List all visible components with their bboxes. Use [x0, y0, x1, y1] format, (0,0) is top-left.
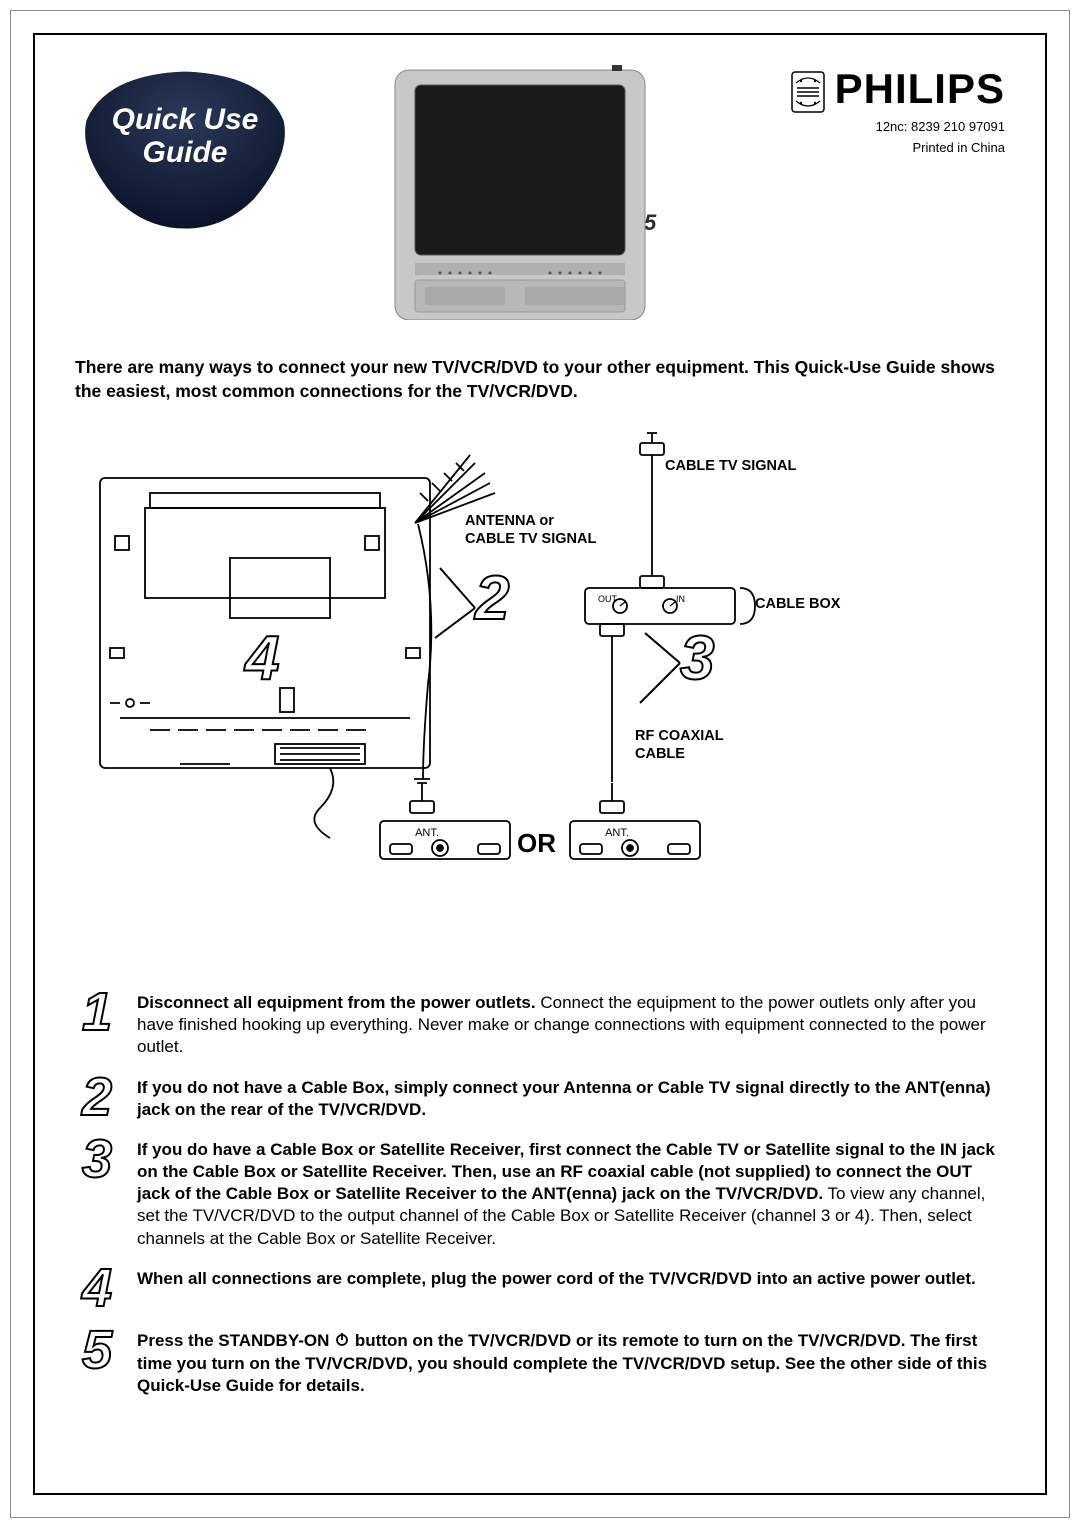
power-icon	[334, 1331, 350, 1353]
step-text-4: When all connections are complete, plug …	[137, 1264, 1005, 1313]
intro-text: There are many ways to connect your new …	[75, 356, 1005, 403]
step-num-2: 2	[75, 1073, 119, 1122]
badge-line2: Guide	[75, 136, 295, 169]
brand-wordmark: PHILIPS	[835, 65, 1005, 113]
brand-col: PHILIPS 12nc: 8239 210 97091 Printed in …	[735, 65, 1005, 225]
tv-set-icon	[390, 65, 650, 320]
badge-line1: Quick Use	[75, 103, 295, 136]
diagram-num-4: 4	[245, 623, 279, 694]
step-5: 5 Press the STANDBY-ON button on the TV/…	[75, 1326, 1005, 1397]
tv-image-col	[325, 65, 715, 320]
step-num-5: 5	[75, 1326, 119, 1397]
ant-label-left: ANT.	[415, 827, 439, 839]
printed-in: Printed in China	[735, 140, 1005, 155]
label-cable-tv-signal: CABLE TV SIGNAL	[665, 458, 796, 475]
out-label: OUT	[598, 594, 618, 604]
step-text-5: Press the STANDBY-ON button on the TV/VC…	[137, 1326, 1005, 1397]
step-text-3: If you do have a Cable Box or Satellite …	[137, 1135, 1005, 1249]
diagram-num-2: 2	[475, 563, 509, 634]
philips-shield-icon	[791, 71, 825, 113]
ant-label-right: ANT.	[605, 827, 629, 839]
part-number: 12nc: 8239 210 97091	[735, 119, 1005, 134]
step-num-3: 3	[75, 1135, 119, 1249]
quick-use-badge: Quick Use Guide	[75, 65, 305, 235]
or-separator: OR	[517, 828, 556, 859]
step-1: 1 Disconnect all equipment from the powe…	[75, 988, 1005, 1058]
step-num-4: 4	[75, 1264, 119, 1313]
header: Quick Use Guide	[75, 65, 1005, 320]
label-antenna: ANTENNA or CABLE TV SIGNAL	[465, 513, 596, 548]
diagram-num-3: 3	[680, 623, 714, 694]
step-num-1: 1	[75, 988, 119, 1058]
step-3: 3 If you do have a Cable Box or Satellit…	[75, 1135, 1005, 1249]
label-cable-box: CABLE BOX	[755, 596, 840, 613]
connection-diagram: OUT IN ANT. ANT. CABLE TV SIGNAL ANTENNA…	[75, 428, 1005, 928]
in-label: IN	[676, 594, 685, 604]
step-text-1: Disconnect all equipment from the power …	[137, 988, 1005, 1058]
step-text-2: If you do not have a Cable Box, simply c…	[137, 1073, 1005, 1122]
step-4: 4 When all connections are complete, plu…	[75, 1264, 1005, 1313]
label-rf-coax: RF COAXIAL CABLE	[635, 728, 724, 763]
step-2: 2 If you do not have a Cable Box, simply…	[75, 1073, 1005, 1122]
steps-list: 1 Disconnect all equipment from the powe…	[75, 988, 1005, 1397]
